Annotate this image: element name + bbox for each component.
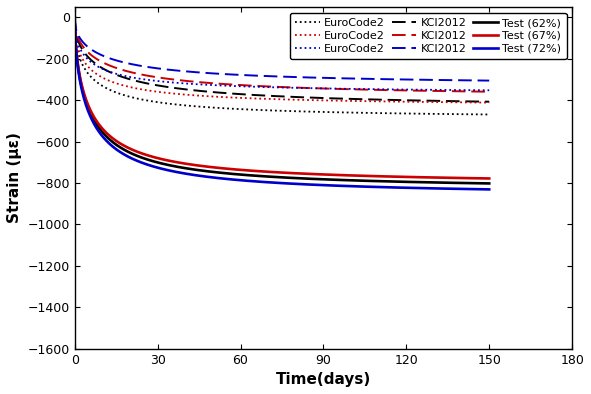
X-axis label: Time(days): Time(days)	[276, 372, 371, 387]
Y-axis label: Strain (με): Strain (με)	[7, 132, 22, 223]
Legend: EuroCode2, EuroCode2, EuroCode2, KCI2012, KCI2012, KCI2012, Test (62%), Test (67: EuroCode2, EuroCode2, EuroCode2, KCI2012…	[290, 13, 567, 59]
